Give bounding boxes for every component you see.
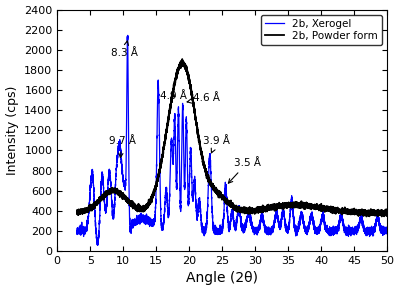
2b, Powder form xyxy=(258,206,263,209)
2b, Powder form xyxy=(187,79,192,83)
2b, Powder form xyxy=(272,204,277,207)
2b, Powder form xyxy=(305,202,310,205)
2b, Powder form xyxy=(364,215,369,218)
2b, Xerogel xyxy=(90,176,95,180)
Text: 3.9 Å: 3.9 Å xyxy=(203,136,230,153)
2b, Xerogel xyxy=(95,243,100,247)
2b, Xerogel xyxy=(272,220,277,223)
2b, Powder form xyxy=(180,57,185,61)
Text: 3.5 Å: 3.5 Å xyxy=(228,158,260,183)
Line: 2b, Xerogel: 2b, Xerogel xyxy=(77,36,388,245)
2b, Xerogel xyxy=(125,34,130,37)
2b, Xerogel xyxy=(385,232,390,235)
Text: 8.3 Å: 8.3 Å xyxy=(111,41,138,58)
2b, Powder form xyxy=(75,209,80,212)
2b, Xerogel xyxy=(187,180,192,183)
2b, Xerogel xyxy=(258,219,263,222)
2b, Powder form xyxy=(321,205,326,209)
Line: 2b, Powder form: 2b, Powder form xyxy=(77,59,388,217)
2b, Xerogel xyxy=(305,229,310,233)
Text: 9.7 Å: 9.7 Å xyxy=(109,136,136,157)
X-axis label: Angle (2θ): Angle (2θ) xyxy=(186,272,258,285)
Text: 4.6 Å: 4.6 Å xyxy=(187,93,220,103)
2b, Powder form xyxy=(90,206,95,210)
Legend: 2b, Xerogel, 2b, Powder form: 2b, Xerogel, 2b, Powder form xyxy=(261,15,382,45)
Text: 4.9 Å: 4.9 Å xyxy=(160,91,187,101)
Y-axis label: Intensity (cps): Intensity (cps) xyxy=(6,86,18,175)
2b, Powder form xyxy=(385,210,390,214)
2b, Xerogel xyxy=(322,219,326,222)
2b, Xerogel xyxy=(75,232,80,236)
